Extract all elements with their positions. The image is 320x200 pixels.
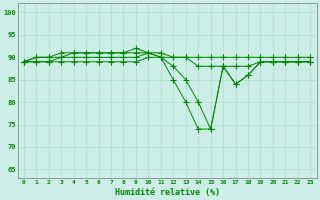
X-axis label: Humidité relative (%): Humidité relative (%)	[115, 188, 220, 197]
